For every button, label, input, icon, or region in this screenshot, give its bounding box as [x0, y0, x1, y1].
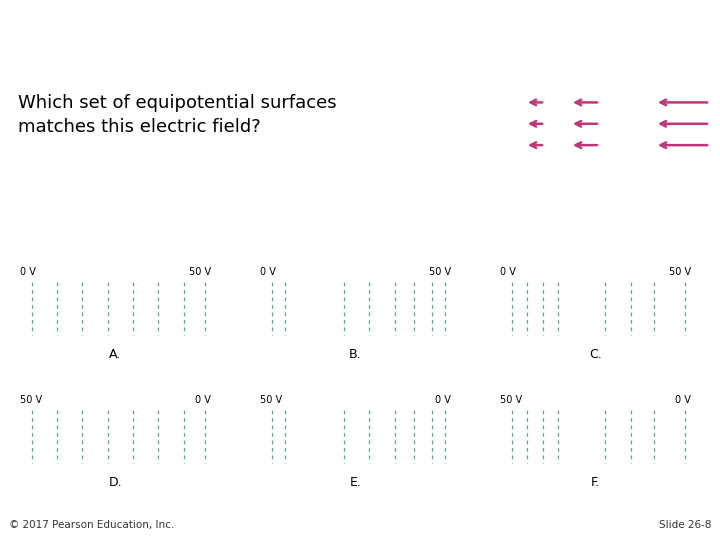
Text: B.: B.: [349, 348, 362, 361]
Text: 50 V: 50 V: [429, 267, 451, 277]
Text: E.: E.: [350, 476, 361, 489]
Text: © 2017 Pearson Education, Inc.: © 2017 Pearson Education, Inc.: [9, 520, 174, 530]
Text: 0 V: 0 V: [435, 395, 451, 405]
Text: 0 V: 0 V: [20, 267, 36, 277]
Text: 50 V: 50 V: [20, 395, 42, 405]
Text: F.: F.: [591, 476, 600, 489]
Text: 0 V: 0 V: [675, 395, 691, 405]
Text: matches this electric field?: matches this electric field?: [18, 118, 261, 137]
Text: 50 V: 50 V: [669, 267, 691, 277]
Text: Which set of equipotential surfaces: Which set of equipotential surfaces: [18, 94, 337, 112]
Text: 50 V: 50 V: [260, 395, 282, 405]
Text: QuickCheck 26.4: QuickCheck 26.4: [10, 8, 244, 32]
Text: 0 V: 0 V: [500, 267, 516, 277]
Text: A.: A.: [109, 348, 122, 361]
Text: C.: C.: [589, 348, 602, 361]
Text: 0 V: 0 V: [260, 267, 276, 277]
Text: 50 V: 50 V: [500, 395, 522, 405]
Text: D.: D.: [109, 476, 122, 489]
Text: 50 V: 50 V: [189, 267, 211, 277]
Text: Slide 26-8: Slide 26-8: [659, 520, 711, 530]
Text: 0 V: 0 V: [195, 395, 211, 405]
